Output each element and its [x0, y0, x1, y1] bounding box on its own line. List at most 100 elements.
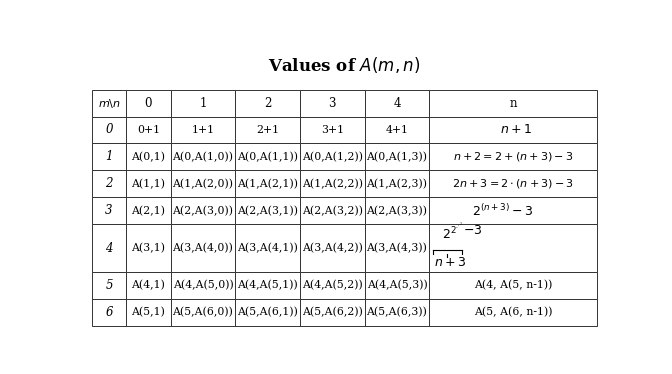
Bar	[429, 117, 597, 144]
Bar	[126, 224, 171, 272]
Bar	[300, 117, 365, 144]
Text: A(1,A(2,3)): A(1,A(2,3))	[366, 179, 427, 189]
Bar	[300, 144, 365, 171]
Text: A(0,A(1,2)): A(0,A(1,2))	[302, 152, 363, 162]
Text: n: n	[509, 96, 517, 110]
Bar	[235, 144, 300, 171]
Text: 0: 0	[144, 96, 152, 110]
Text: A(1,A(2,0)): A(1,A(2,0))	[173, 179, 233, 189]
Text: A(5,A(6,1)): A(5,A(6,1))	[237, 307, 298, 317]
Bar	[126, 117, 171, 144]
Text: $2^{2^{\cdot^{\cdot^{2}}}}$: $2^{2^{\cdot^{\cdot^{2}}}}$	[442, 222, 463, 242]
Text: 1+1: 1+1	[192, 125, 214, 135]
Bar	[235, 224, 300, 272]
Bar	[235, 117, 300, 144]
Text: A(1,A(2,2)): A(1,A(2,2))	[302, 179, 363, 189]
Text: A(0,A(1,0)): A(0,A(1,0))	[173, 152, 233, 162]
Bar	[365, 299, 429, 326]
Bar	[126, 299, 171, 326]
Bar	[92, 197, 126, 224]
Text: $-3$: $-3$	[463, 224, 482, 237]
Text: 0: 0	[106, 123, 113, 137]
Text: 1: 1	[200, 96, 206, 110]
Bar	[300, 197, 365, 224]
Text: 5: 5	[106, 279, 113, 292]
Text: 3+1: 3+1	[321, 125, 344, 135]
Bar	[92, 272, 126, 299]
Text: 4+1: 4+1	[386, 125, 409, 135]
Text: A(2,A(3,3)): A(2,A(3,3))	[366, 206, 427, 216]
Text: $n+1$: $n+1$	[500, 123, 532, 137]
Text: 0+1: 0+1	[137, 125, 160, 135]
Bar	[365, 144, 429, 171]
Text: A(4,A(5,2)): A(4,A(5,2))	[302, 280, 363, 290]
Bar	[126, 89, 171, 117]
Text: A(1,A(2,1)): A(1,A(2,1))	[237, 179, 298, 189]
Bar	[235, 197, 300, 224]
Text: Values of $A(m, n)$: Values of $A(m, n)$	[268, 55, 421, 75]
Text: A(2,1): A(2,1)	[132, 206, 165, 216]
Bar	[365, 224, 429, 272]
Bar	[92, 144, 126, 171]
Text: A(5,A(6,2)): A(5,A(6,2))	[302, 307, 363, 317]
Text: A(3,1): A(3,1)	[132, 243, 165, 253]
Bar	[300, 89, 365, 117]
Text: A(5,A(6,0)): A(5,A(6,0))	[173, 307, 233, 317]
Bar	[126, 272, 171, 299]
Text: 2: 2	[264, 96, 271, 110]
Bar	[365, 171, 429, 197]
Bar	[126, 197, 171, 224]
Bar	[235, 171, 300, 197]
Text: A(3,A(4,0)): A(3,A(4,0))	[173, 243, 233, 253]
Text: A(0,1): A(0,1)	[132, 152, 165, 162]
Text: $m\backslash n$: $m\backslash n$	[97, 96, 120, 110]
Bar	[429, 197, 597, 224]
Bar	[92, 299, 126, 326]
Bar	[365, 197, 429, 224]
Text: A(4,A(5,1)): A(4,A(5,1))	[237, 280, 298, 290]
Bar	[429, 171, 597, 197]
Bar	[171, 171, 235, 197]
Bar	[429, 299, 597, 326]
Text: 3: 3	[106, 205, 113, 217]
Text: 1: 1	[106, 150, 113, 163]
Bar	[171, 144, 235, 171]
Bar	[429, 272, 597, 299]
Bar	[92, 171, 126, 197]
Text: A(4, A(5, n-1)): A(4, A(5, n-1))	[474, 280, 552, 290]
Text: A(3,A(4,1)): A(3,A(4,1))	[237, 243, 298, 253]
Text: A(4,A(5,3)): A(4,A(5,3))	[366, 280, 427, 290]
Text: 2: 2	[106, 178, 113, 190]
Bar	[126, 171, 171, 197]
Text: A(5,A(6,3)): A(5,A(6,3))	[366, 307, 427, 317]
Bar	[171, 272, 235, 299]
Bar	[171, 224, 235, 272]
Text: A(0,A(1,3)): A(0,A(1,3))	[366, 152, 427, 162]
Bar	[300, 171, 365, 197]
Bar	[92, 224, 126, 272]
Text: A(5,1): A(5,1)	[132, 307, 165, 317]
Bar	[300, 224, 365, 272]
Text: A(4,1): A(4,1)	[132, 280, 165, 290]
Text: $2^{(n+3)}-3$: $2^{(n+3)}-3$	[472, 203, 534, 219]
Text: $2n+3=2\cdot(n+3)-3$: $2n+3=2\cdot(n+3)-3$	[452, 178, 574, 190]
Bar	[365, 272, 429, 299]
Text: 4: 4	[393, 96, 401, 110]
Bar	[429, 89, 597, 117]
Bar	[429, 224, 597, 272]
Bar	[171, 299, 235, 326]
Text: A(2,A(3,1)): A(2,A(3,1))	[237, 206, 298, 216]
Text: A(0,A(1,1)): A(0,A(1,1))	[237, 152, 298, 162]
Bar	[126, 144, 171, 171]
Bar	[171, 89, 235, 117]
Text: A(5, A(6, n-1)): A(5, A(6, n-1))	[474, 307, 552, 317]
Bar	[171, 117, 235, 144]
Bar	[365, 89, 429, 117]
Bar	[235, 89, 300, 117]
Text: $n+3$: $n+3$	[434, 256, 466, 269]
Text: A(1,1): A(1,1)	[132, 179, 165, 189]
Text: A(3,A(4,2)): A(3,A(4,2))	[302, 243, 363, 253]
Text: A(2,A(3,0)): A(2,A(3,0))	[173, 206, 233, 216]
Bar	[92, 117, 126, 144]
Text: A(2,A(3,2)): A(2,A(3,2))	[302, 206, 363, 216]
